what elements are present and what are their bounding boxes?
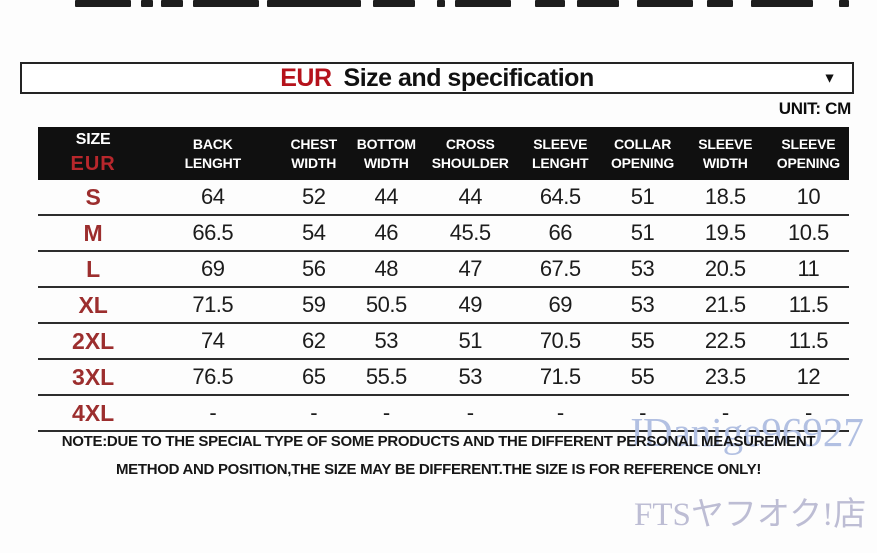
table-row-3xl: 3XL 76.5 65 55.5 53 71.5 55 23.5 12 (38, 360, 849, 396)
cell: 64 (201, 184, 225, 209)
note-line-1: NOTE:DUE TO THE SPECIAL TYPE OF SOME PRO… (61, 433, 816, 450)
cell: 66 (548, 220, 572, 245)
header-sleeve-opening: SLEEVE OPENING (776, 136, 840, 171)
cell: 50.5 (365, 292, 407, 317)
cell: 19.5 (704, 220, 746, 245)
size-spec-dropdown[interactable]: EUR Size and specification ▼ (20, 62, 854, 94)
cell: 76.5 (192, 364, 234, 389)
page-title: Size and specification (343, 63, 595, 92)
size-table: SIZE EUR BACK LENGHT CHEST WIDTH BOTTOM WID… (38, 127, 849, 432)
cell: 44 (374, 184, 399, 209)
cell: 56 (301, 256, 326, 281)
cell: 51 (630, 220, 655, 245)
cell: 62 (301, 328, 326, 353)
shop-name-watermark: FTSヤフオク!店 (634, 497, 867, 533)
cell: - (310, 400, 318, 425)
cell: 71.5 (192, 292, 234, 317)
header-bottom-width: BOTTOM WIDTH (356, 136, 416, 171)
header-back-lenght: BACK LENGHT (184, 136, 242, 171)
cell: - (639, 400, 646, 425)
size-label: XL (78, 291, 108, 318)
cell: 74 (201, 328, 225, 353)
table-row-2xl: 2XL 74 62 53 51 70.5 55 22.5 11.5 (38, 324, 849, 360)
cell: 70.5 (539, 328, 581, 353)
cell: - (804, 400, 812, 425)
cell: 69 (201, 256, 225, 281)
cell: 10.5 (787, 220, 829, 245)
cell: 53 (630, 292, 655, 317)
cell: 48 (374, 256, 399, 281)
cell: 44 (458, 184, 482, 209)
cell: 52 (301, 184, 326, 209)
cell: 59 (301, 292, 326, 317)
cell: 47 (458, 256, 482, 281)
header-sleeve-width: SLEEVE WIDTH (698, 136, 753, 171)
size-label: 3XL (72, 363, 115, 390)
cell: 11.5 (788, 292, 829, 317)
cell: 45.5 (449, 220, 491, 245)
table-row-4xl: 4XL - - - - - - - - (38, 396, 849, 432)
cell: 67.5 (539, 256, 581, 281)
cell: 55.5 (365, 364, 407, 389)
cell: 11 (797, 256, 820, 281)
table-row-s: S 64 52 44 44 64.5 51 18.5 10 (38, 180, 849, 216)
title-region-label: EUR (280, 63, 332, 92)
size-label: 4XL (72, 399, 115, 426)
cell: 23.5 (704, 364, 746, 389)
cell: 51 (630, 184, 655, 209)
cell: 69 (548, 292, 572, 317)
cell: 10 (796, 184, 821, 209)
cell: - (721, 400, 729, 425)
measurement-note: NOTE:DUE TO THE SPECIAL TYPE OF SOME PRO… (0, 428, 877, 484)
cell: 46 (374, 220, 399, 245)
cell: 11.5 (788, 328, 829, 353)
cell: - (209, 400, 217, 425)
chevron-down-icon[interactable]: ▼ (822, 69, 837, 86)
size-label: L (86, 255, 101, 282)
header-cross-shoulder: CROSS SHOULDER (431, 136, 509, 171)
cell: 51 (458, 328, 482, 353)
table-header-row: SIZE EUR BACK LENGHT CHEST WIDTH BOTTOM WID… (38, 127, 849, 180)
cell: 64.5 (539, 184, 581, 209)
size-label: 2XL (72, 327, 115, 354)
cell: 55 (630, 364, 655, 389)
cell: 22.5 (704, 328, 746, 353)
table-row-m: M 66.5 54 46 45.5 66 51 19.5 10.5 (38, 216, 849, 252)
table-row-xl: XL 71.5 59 50.5 49 69 53 21.5 11.5 (38, 288, 849, 324)
cell: 18.5 (704, 184, 746, 209)
cell: 49 (458, 292, 482, 317)
cell: 21.5 (704, 292, 746, 317)
size-label: M (83, 219, 103, 246)
cell: 53 (458, 364, 482, 389)
cell: 71.5 (539, 364, 581, 389)
header-chest-width: CHEST WIDTH (290, 136, 337, 171)
cell: - (556, 400, 564, 425)
unit-label: UNIT: CM (778, 99, 852, 118)
cropped-text-strip (75, 0, 849, 7)
table-row-l: L 69 56 48 47 67.5 53 20.5 11 (38, 252, 849, 288)
seller-id-watermark: JDanige96927 (627, 409, 864, 455)
cell: 12 (796, 364, 821, 389)
header-collar-opening: COLLAR OPENING (610, 136, 675, 171)
cell: 54 (301, 220, 326, 245)
size-label: S (85, 183, 101, 210)
cell: - (382, 400, 390, 425)
header-sleeve-lenght: SLEEVE LENGHT (532, 136, 589, 171)
note-line-2: METHOD AND POSITION,THE SIZE MAY BE DIFF… (115, 460, 762, 478)
cell: 65 (301, 364, 326, 389)
cell: - (466, 400, 474, 425)
cell: 55 (630, 328, 655, 353)
cell: 53 (630, 256, 655, 281)
header-size-eur: SIZE EUR (70, 131, 116, 175)
cell: 53 (374, 328, 399, 353)
cell: 66.5 (192, 220, 234, 245)
cell: 20.5 (704, 256, 746, 281)
